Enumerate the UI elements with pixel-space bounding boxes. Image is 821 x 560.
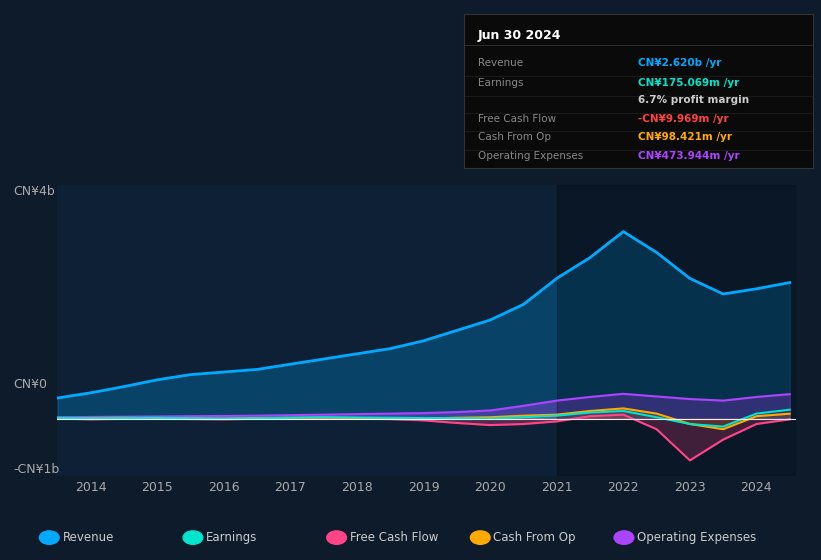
Text: Free Cash Flow: Free Cash Flow xyxy=(350,531,438,544)
Text: CN¥175.069m /yr: CN¥175.069m /yr xyxy=(639,78,740,88)
Text: Earnings: Earnings xyxy=(478,78,523,88)
Text: CN¥98.421m /yr: CN¥98.421m /yr xyxy=(639,132,732,142)
Text: Free Cash Flow: Free Cash Flow xyxy=(478,114,556,124)
Text: Cash From Op: Cash From Op xyxy=(478,132,551,142)
Text: Cash From Op: Cash From Op xyxy=(493,531,576,544)
Text: 6.7% profit margin: 6.7% profit margin xyxy=(639,95,750,105)
Polygon shape xyxy=(557,185,796,476)
Text: Jun 30 2024: Jun 30 2024 xyxy=(478,29,562,43)
Text: CN¥2.620b /yr: CN¥2.620b /yr xyxy=(639,58,722,68)
Text: -CN¥9.969m /yr: -CN¥9.969m /yr xyxy=(639,114,729,124)
Text: Earnings: Earnings xyxy=(206,531,258,544)
Text: Revenue: Revenue xyxy=(62,531,114,544)
Text: Revenue: Revenue xyxy=(478,58,523,68)
Text: Operating Expenses: Operating Expenses xyxy=(637,531,756,544)
Text: -CN¥1b: -CN¥1b xyxy=(13,463,59,476)
Text: CN¥473.944m /yr: CN¥473.944m /yr xyxy=(639,151,740,161)
Text: CN¥4b: CN¥4b xyxy=(13,185,55,198)
Text: Operating Expenses: Operating Expenses xyxy=(478,151,583,161)
Text: CN¥0: CN¥0 xyxy=(13,379,47,391)
